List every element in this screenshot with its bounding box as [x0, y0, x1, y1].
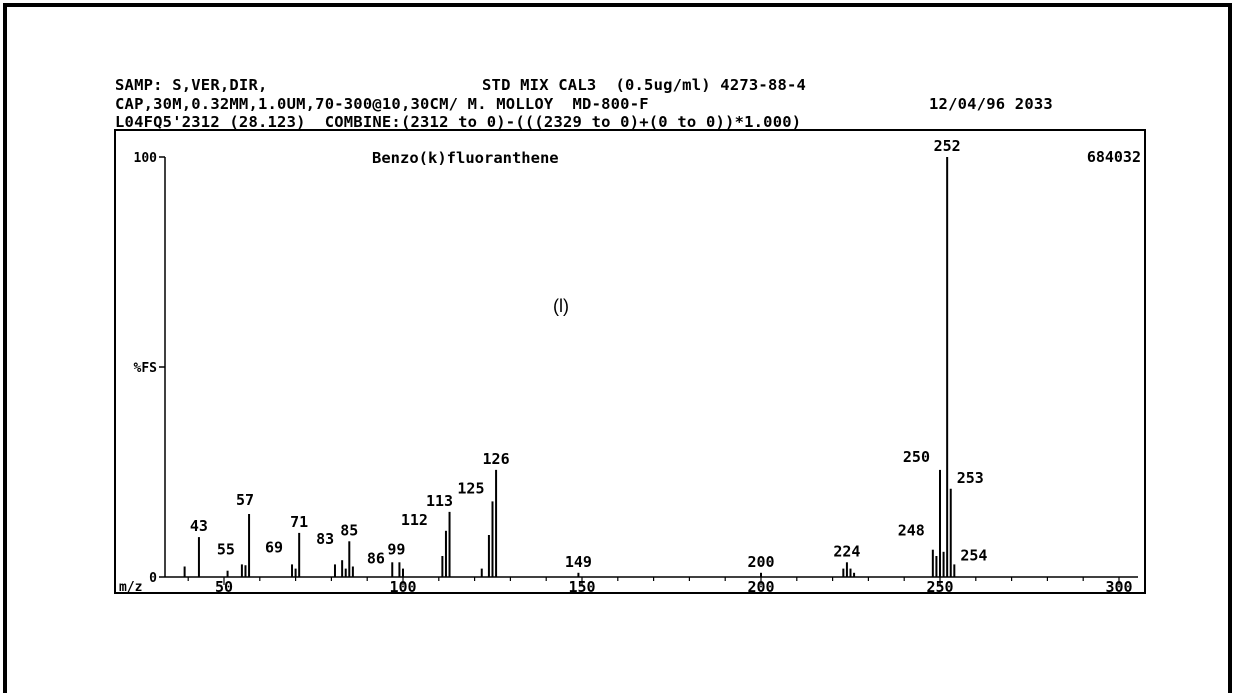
run-date: 12/04/96 2033 [929, 95, 1053, 113]
peak-label: 253 [957, 469, 984, 487]
peak-label: 252 [934, 137, 961, 155]
x-tick-label: 50 [215, 578, 233, 596]
x-tick-label: 250 [926, 578, 953, 596]
peak-label: 200 [747, 553, 774, 571]
chart-title: Benzo(k)fluoranthene [372, 149, 559, 167]
peak-label: 85 [340, 521, 358, 539]
peak-label: 43 [190, 517, 208, 535]
peak-bars [183, 157, 956, 577]
outer-frame [3, 3, 1232, 693]
peak-label: 57 [236, 491, 254, 509]
x-axis-label: m/z [119, 580, 142, 595]
x-tick-label: 300 [1105, 578, 1132, 596]
peak-label: 99 [387, 540, 405, 558]
peak-label: 55 [217, 540, 235, 558]
peak-label: 86 [367, 550, 385, 568]
std-mix-info: STD MIX CAL3 (0.5ug/ml) 4273-88-4 [482, 76, 807, 94]
peak-label: 113 [426, 492, 453, 510]
peak-label: 83 [316, 530, 334, 548]
samp-label: SAMP: S,VER,DIR, [115, 76, 268, 94]
max-intensity-label: 684032 [1087, 148, 1141, 166]
x-tick-label: 200 [747, 578, 774, 596]
peak-label: 254 [960, 546, 987, 564]
peak-label: 125 [457, 479, 484, 497]
x-tick-label: 150 [568, 578, 595, 596]
scan-line: L04FQ5'2312 (28.123) COMBINE:(2312 to 0)… [115, 113, 802, 131]
sample-info: SAMP: S,VER,DIR, [115, 76, 268, 94]
peak-label: 248 [898, 522, 925, 540]
peak-label: 71 [290, 513, 308, 531]
peak-label: 149 [565, 553, 592, 571]
peak-label: 224 [833, 542, 860, 560]
y-tick-label: %FS [134, 361, 158, 376]
peak-label: 250 [903, 448, 930, 466]
peak-label: 69 [265, 538, 283, 556]
y-tick-label: 100 [134, 151, 158, 166]
y-tick-label: 0 [149, 571, 157, 586]
panel-label: (l) [553, 296, 569, 316]
column-info: CAP,30M,0.32MM,1.0UM,70-300@10,30CM/ M. … [115, 95, 649, 113]
peak-label: 126 [483, 450, 510, 468]
mass-spectrum-chart: 100 %FS 0 50 100 150 200 250 300 43 55 57 69 71 83 85 8… [114, 129, 1146, 596]
peak-label: 112 [401, 511, 428, 529]
plot-frame [114, 129, 1146, 594]
x-tick-label: 100 [389, 578, 416, 596]
axes: 100 %FS 0 50 100 150 200 250 300 [134, 151, 1138, 596]
